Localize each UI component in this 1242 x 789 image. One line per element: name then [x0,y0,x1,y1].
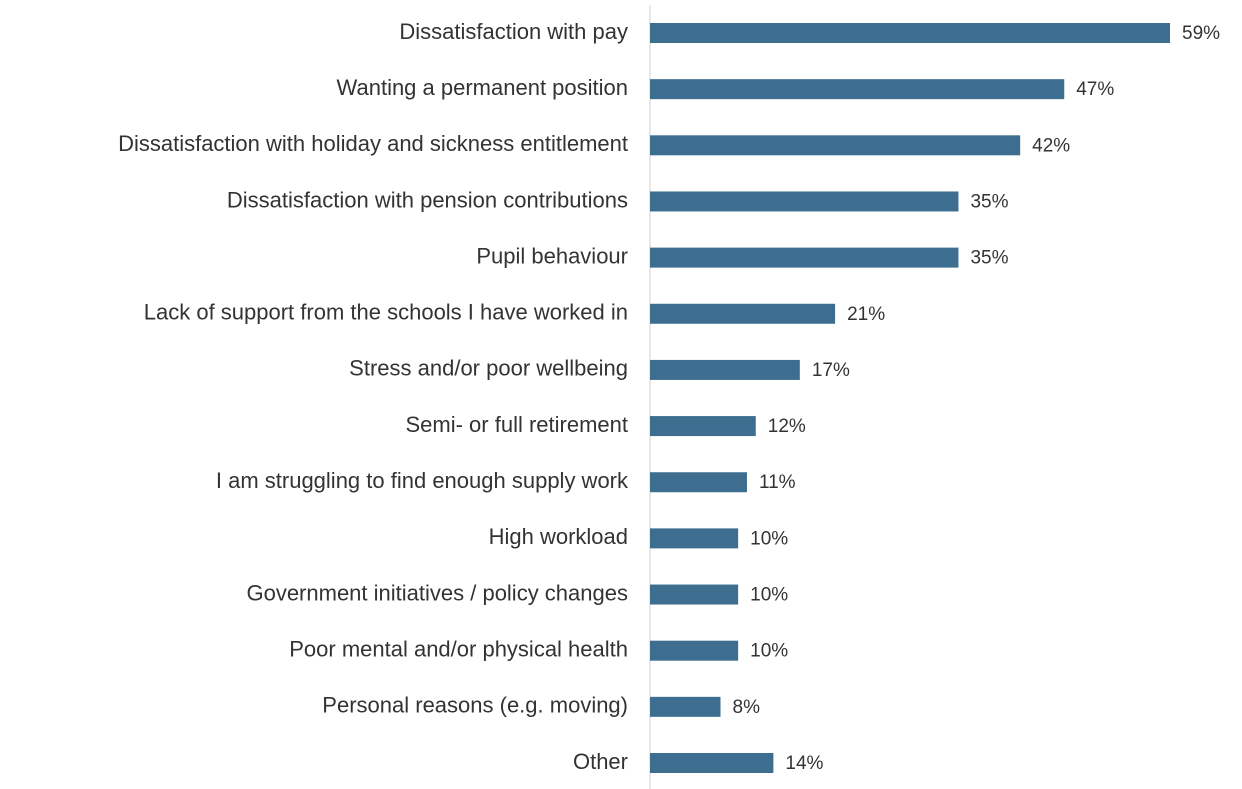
value-label: 35% [970,191,1008,212]
category-label: I am struggling to find enough supply wo… [216,468,629,493]
category-label: Government initiatives / policy changes [246,580,628,605]
bar [650,416,756,437]
bar [650,303,836,324]
value-label: 47% [1076,79,1114,100]
category-label: Pupil behaviour [476,243,628,268]
category-label: Dissatisfaction with pay [399,19,628,44]
bar [650,696,721,717]
bar [650,79,1065,100]
bar [650,191,959,212]
category-label: Personal reasons (e.g. moving) [322,693,628,718]
bar [650,753,774,773]
value-label: 21% [847,304,885,325]
bar [650,359,800,380]
category-label: Stress and/or poor wellbeing [349,356,628,381]
category-label: Dissatisfaction with holiday and sicknes… [118,131,628,156]
category-label: Wanting a permanent position [337,75,628,100]
category-label: Other [573,749,628,774]
category-label: Poor mental and/or physical health [289,637,628,662]
value-label: 10% [750,641,788,662]
bar [650,640,739,661]
value-label: 10% [750,528,788,549]
value-label: 12% [768,416,806,437]
value-label: 35% [970,248,1008,269]
category-label: Dissatisfaction with pension contributio… [227,187,628,212]
bar [650,247,959,268]
value-label: 17% [812,360,850,381]
value-label: 14% [785,753,823,774]
bar [650,528,739,549]
value-label: 8% [733,697,761,718]
value-label: 10% [750,585,788,606]
category-label: High workload [489,524,628,549]
value-label: 59% [1182,23,1220,44]
bar [650,584,739,605]
bar [650,472,747,493]
bar [650,23,1170,43]
category-label: Semi- or full retirement [405,412,628,437]
value-label: 42% [1032,135,1070,156]
value-label: 11% [759,472,796,493]
category-label: Lack of support from the schools I have … [144,300,628,325]
bar [650,135,1021,156]
